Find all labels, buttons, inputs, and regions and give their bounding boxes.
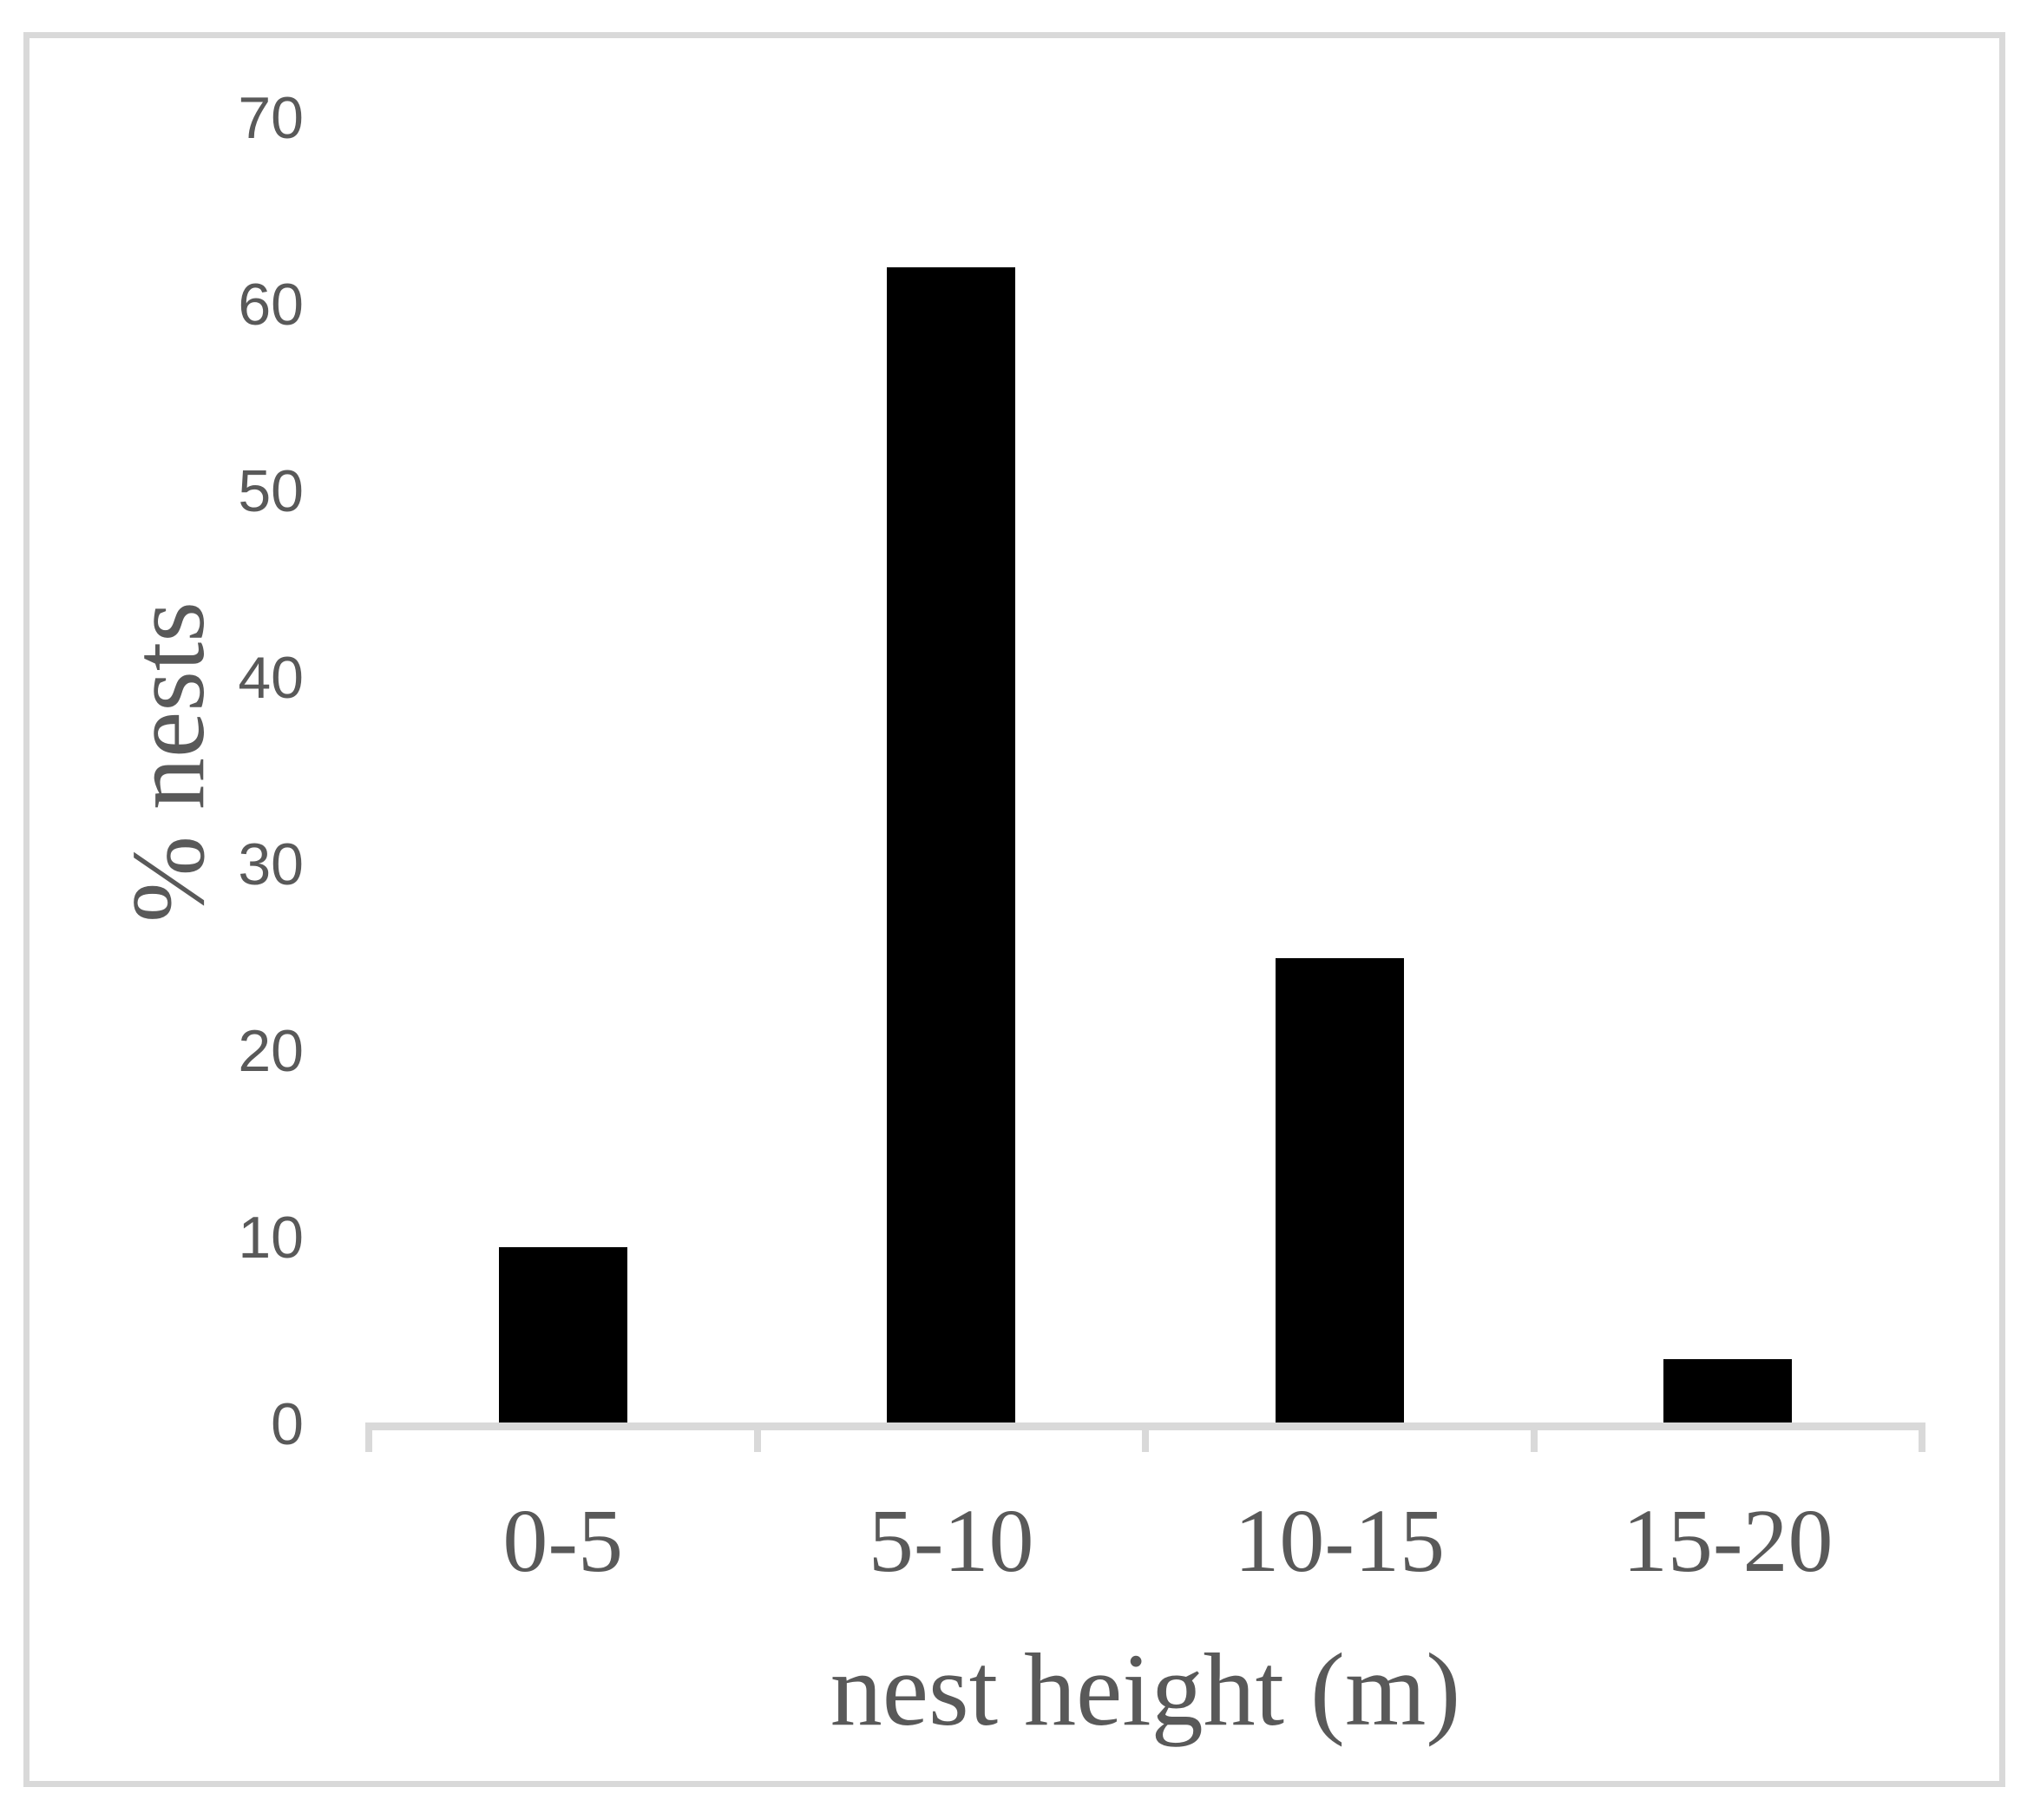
x-axis-tick (1142, 1422, 1149, 1452)
y-tick-label-50: 50 (238, 458, 304, 524)
x-axis-tick (753, 1422, 761, 1452)
bar-15-20 (1663, 1358, 1793, 1424)
x-tick-label-0-5: 0-5 (502, 1491, 624, 1591)
x-tick-label-15-20: 15-20 (1622, 1491, 1833, 1591)
x-axis-title: nest height (m) (830, 1632, 1461, 1747)
y-tick-label-30: 30 (238, 831, 304, 897)
bar-0-5 (498, 1246, 627, 1424)
x-tick-label-10-15: 10-15 (1234, 1491, 1446, 1591)
x-tick-label-5-10: 5-10 (868, 1491, 1034, 1591)
bar-10-15 (1275, 957, 1404, 1424)
y-tick-label-60: 60 (238, 272, 304, 338)
x-axis-tick (365, 1422, 372, 1452)
y-tick-label-20: 20 (238, 1018, 304, 1084)
y-axis-title: % nests (110, 601, 226, 923)
y-tick-label-40: 40 (238, 645, 304, 711)
y-tick-label-0: 0 (271, 1391, 304, 1457)
x-axis-tick (1530, 1422, 1538, 1452)
y-tick-label-70: 70 (238, 85, 304, 151)
bar-5-10 (887, 267, 1016, 1424)
x-axis-tick (1919, 1422, 1925, 1452)
y-tick-label-10: 10 (238, 1205, 304, 1271)
